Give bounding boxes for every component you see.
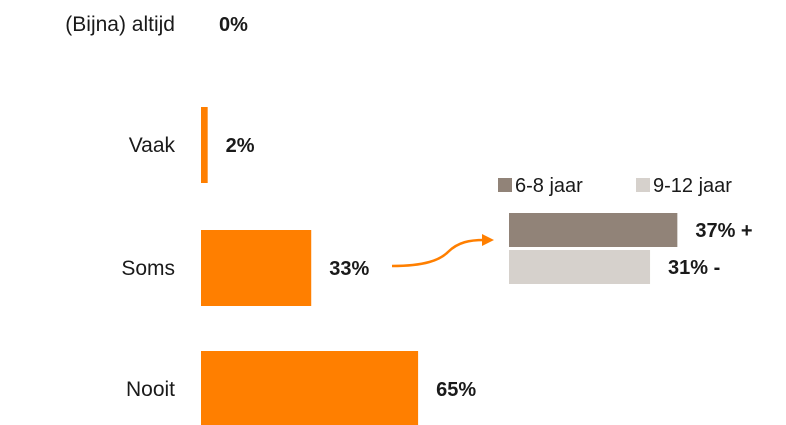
bar-nooit bbox=[201, 351, 419, 425]
category-label-soms: Soms bbox=[121, 257, 175, 280]
breakdown-value-label-6-8-jaar: 37% + bbox=[695, 220, 752, 242]
value-label-bijna-altijd: 0% bbox=[219, 14, 248, 36]
legend-label-9-12-jaar: 9-12 jaar bbox=[653, 175, 732, 197]
breakdown-bar-9-12-jaar bbox=[509, 250, 651, 284]
breakdown-value-label-9-12-jaar: 31% - bbox=[668, 257, 720, 279]
legend-label-6-8-jaar: 6-8 jaar bbox=[515, 175, 583, 197]
value-label-vaak: 2% bbox=[226, 135, 255, 157]
callout-arrowhead bbox=[482, 234, 494, 246]
value-label-nooit: 65% bbox=[436, 379, 476, 401]
breakdown-bar-group: 37% + 31% - 6-8 jaar 9-12 jaar bbox=[498, 175, 753, 284]
breakdown-bar-6-8-jaar bbox=[509, 213, 678, 247]
category-label-vaak: Vaak bbox=[129, 134, 176, 157]
legend-swatch-9-12-jaar bbox=[636, 178, 650, 192]
callout-arrow bbox=[391, 238, 485, 268]
category-label-nooit: Nooit bbox=[126, 378, 175, 401]
category-label-bijna-altijd: (Bijna) altijd bbox=[65, 13, 175, 36]
bar-soms bbox=[201, 230, 312, 306]
main-bar-group: (Bijna) altijd 0% Vaak 2% Soms 33% Nooit 65% bbox=[65, 13, 476, 425]
value-label-soms: 33% bbox=[329, 258, 369, 280]
legend-swatch-6-8-jaar bbox=[498, 178, 512, 192]
bar-vaak bbox=[201, 107, 208, 183]
